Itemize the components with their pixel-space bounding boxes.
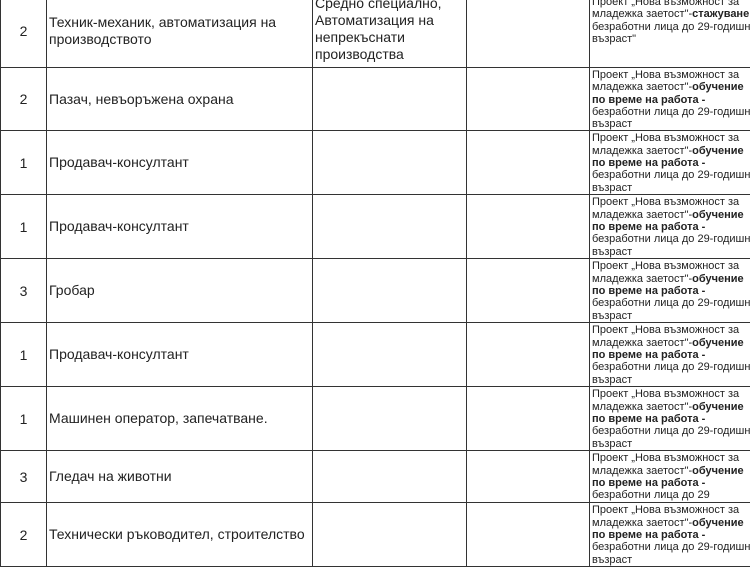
empty-cell [467,451,590,503]
project-suffix: безработни лица до 29-годишна възраст [592,233,750,257]
empty-cell [467,68,590,131]
position-cell: Продавач-консултант [47,195,313,259]
empty-cell [467,131,590,195]
count-cell: 1 [1,387,47,451]
table-row: 2 Техник-механик, автоматизация на произ… [1,0,750,68]
project-cell: Проект „Нова възможност за младежка зает… [590,451,750,503]
empty-cell [467,259,590,323]
education-cell [313,195,467,259]
project-cell: Проект „Нова възможност за младежка зает… [590,323,750,387]
project-suffix: безработни лица до 29-годишна възраст [592,425,750,449]
empty-cell [467,503,590,567]
project-suffix: безработни лица до 29 [592,489,710,501]
position-cell: Продавач-консултант [47,131,313,195]
education-cell [313,387,467,451]
project-cell: Проект „Нова възможност за младежка зает… [590,195,750,259]
empty-cell [467,387,590,451]
count-cell: 1 [1,131,47,195]
position-cell: Машинен оператор, запечатване. [47,387,313,451]
education-cell [313,451,467,503]
position-cell: Гробар [47,259,313,323]
education-cell: Средно специално, Автоматизация на непре… [313,0,467,68]
count-cell: 2 [1,503,47,567]
project-cell: Проект „Нова възможност за младежка зает… [590,503,750,567]
count-cell: 2 [1,68,47,131]
table-row: 1 Продавач-консултант Проект „Нова възмо… [1,323,750,387]
education-cell [313,131,467,195]
education-cell [313,259,467,323]
project-cell: Проект „Нова възможност за младежка зает… [590,387,750,451]
project-type: стажуване [692,8,749,20]
project-suffix: безработни лица до 29-годишна възраст [592,297,750,321]
position-cell: Технически ръководител, строителство [47,503,313,567]
count-cell: 3 [1,451,47,503]
table-row: 3 Гледач на животни Проект „Нова възможн… [1,451,750,503]
empty-cell [467,195,590,259]
project-cell: Проект „Нова възможност за младежка зает… [590,68,750,131]
project-suffix: безработни лица до 29-годишна възраст [592,541,750,565]
education-cell [313,503,467,567]
count-cell: 3 [1,259,47,323]
position-cell: Техник-механик, автоматизация на произво… [47,0,313,68]
project-suffix: безработни лица до 29-годишна възраст [592,169,750,193]
table-row: 2 Пазач, невъоръжена охрана Проект „Нова… [1,68,750,131]
count-cell: 1 [1,195,47,259]
project-cell: Проект „Нова възможност за младежка зает… [590,0,750,68]
position-cell: Гледач на животни [47,451,313,503]
table-row: 1 Продавач-консултант Проект „Нова възмо… [1,131,750,195]
count-cell: 1 [1,323,47,387]
empty-cell [467,323,590,387]
education-cell [313,323,467,387]
project-suffix: безработни лица до 29-годишна възраст [592,361,750,385]
position-cell: Пазач, невъоръжена охрана [47,68,313,131]
count-cell: 2 [1,0,47,68]
project-cell: Проект „Нова възможност за младежка зает… [590,259,750,323]
table-row: 2 Технически ръководител, строителство П… [1,503,750,567]
table-row: 1 Продавач-консултант Проект „Нова възмо… [1,195,750,259]
position-cell: Продавач-консултант [47,323,313,387]
table-row: 3 Гробар Проект „Нова възможност за млад… [1,259,750,323]
project-cell: Проект „Нова възможност за младежка зает… [590,131,750,195]
table-row: 1 Машинен оператор, запечатване. Проект … [1,387,750,451]
empty-cell [467,0,590,68]
project-suffix: безработни лица до 29-годишна възраст [592,106,750,130]
education-cell [313,68,467,131]
